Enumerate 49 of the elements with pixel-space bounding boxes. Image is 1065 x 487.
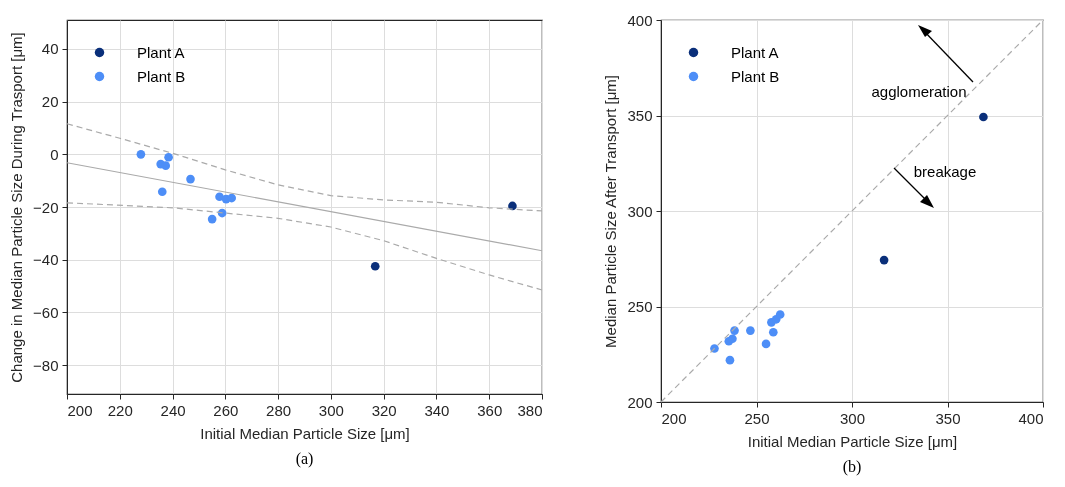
point bbox=[215, 192, 224, 202]
x-tick-label: 320 bbox=[371, 401, 397, 419]
point bbox=[164, 152, 173, 162]
point bbox=[136, 150, 146, 159]
line-series bbox=[66, 123, 543, 212]
x-tick-label: 400 bbox=[1018, 409, 1044, 427]
legend-label: Plant B bbox=[731, 67, 780, 85]
y-tick-label: −60 bbox=[33, 303, 59, 321]
y-tick-label: 250 bbox=[627, 298, 653, 315]
legend-label: Plant B bbox=[137, 67, 186, 85]
y-axis-title: Change in Median Particle Size During Trasport [μm] bbox=[8, 32, 26, 383]
legend-label: Plant A bbox=[137, 43, 185, 61]
point bbox=[186, 174, 195, 184]
x-axis-title: Initial Median Particle Size [μm] bbox=[200, 424, 410, 442]
x-tick-label: 250 bbox=[744, 409, 770, 427]
y-tick-label: 400 bbox=[627, 11, 653, 29]
x-tick-label: 380 bbox=[517, 401, 543, 419]
point bbox=[161, 161, 171, 170]
y-tick-label: 350 bbox=[627, 107, 653, 124]
y-tick-label: −20 bbox=[33, 198, 59, 216]
text: (b) bbox=[842, 458, 862, 476]
legend-label: Plant A bbox=[731, 43, 779, 61]
x-tick-label: 300 bbox=[839, 409, 866, 427]
x-tick-label: 360 bbox=[477, 401, 503, 419]
y-tick-label: −40 bbox=[33, 251, 59, 269]
y-tick-label: 300 bbox=[627, 202, 653, 220]
x-tick-label: 240 bbox=[160, 401, 186, 419]
x-tick-label: 340 bbox=[424, 401, 450, 419]
x-tick-label: 280 bbox=[266, 401, 292, 419]
x-tick-label: 300 bbox=[318, 401, 344, 419]
point bbox=[227, 193, 236, 203]
text: (a) bbox=[295, 450, 314, 468]
point bbox=[157, 187, 167, 197]
y-tick-label: −80 bbox=[33, 356, 59, 374]
y-axis-title: Median Particle Size After Transport [μm] bbox=[602, 75, 620, 348]
annotation: breakage bbox=[913, 163, 977, 180]
x-tick-label: 350 bbox=[935, 409, 961, 427]
x-tick-label: 260 bbox=[213, 401, 239, 419]
point bbox=[207, 214, 217, 224]
x-tick-label: 200 bbox=[661, 409, 687, 427]
point bbox=[370, 261, 380, 271]
y-tick-label: 20 bbox=[41, 93, 59, 111]
line-series bbox=[66, 202, 543, 291]
x-axis-title: Initial Median Particle Size [μm] bbox=[747, 432, 958, 450]
annotation: agglomeration bbox=[871, 83, 967, 100]
x-tick-label: 220 bbox=[107, 401, 133, 419]
y-tick-label: 40 bbox=[41, 40, 59, 58]
x-tick-label: 200 bbox=[67, 401, 93, 419]
y-tick-label: 0 bbox=[50, 145, 59, 163]
